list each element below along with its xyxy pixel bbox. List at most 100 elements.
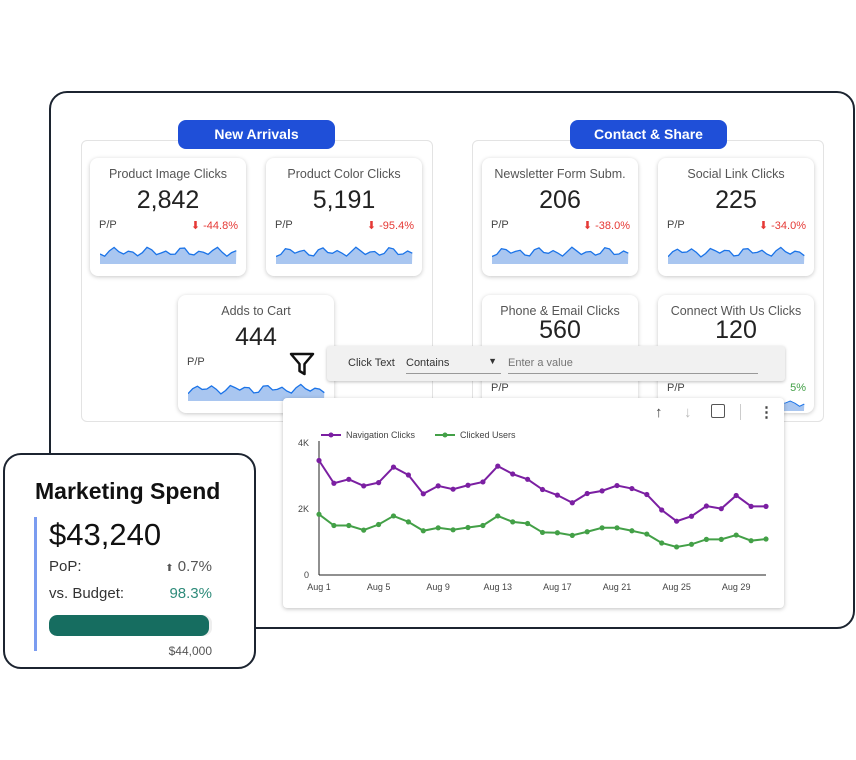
data-point (405, 519, 411, 525)
kpi-comparison-label: P/P (667, 219, 685, 231)
kpi-delta-value: -38.0% (595, 220, 630, 232)
y-tick-label: 4K (298, 438, 309, 448)
kpi-delta-value: -95.4% (379, 220, 414, 232)
data-point (480, 479, 486, 485)
budget-progress-fill (49, 615, 210, 636)
filter-field-label: Click Text (348, 357, 395, 369)
data-point (554, 492, 560, 498)
data-point (688, 513, 695, 519)
x-tick-label: Aug 29 (722, 582, 751, 592)
sort-descending-icon[interactable]: ↓ (684, 404, 692, 421)
kpi-value: 560 (539, 316, 581, 344)
sparkline (188, 383, 325, 401)
data-point (614, 482, 620, 489)
kpi-delta-value: -44.8% (203, 220, 238, 232)
data-point (450, 527, 456, 533)
data-point (495, 463, 501, 469)
line-chart-card: ↑ ↓ ⋮ 0 2K 4K Aug 1 Aug 5 Aug 9 Aug 13 Aug 17 Au… (283, 398, 784, 608)
legend-marker (442, 432, 448, 438)
data-point (674, 544, 680, 550)
legend-label: Clicked Users (460, 430, 516, 440)
data-point (584, 529, 590, 535)
data-point (525, 520, 531, 527)
kpi-comparison-label: P/P (491, 219, 509, 231)
y-tick-label: 0 (304, 570, 309, 580)
filter-icon[interactable] (289, 352, 315, 381)
kpi-title: Adds to Cart (221, 304, 291, 318)
data-point (599, 488, 605, 494)
kpi-title: Product Color Clicks (287, 167, 401, 181)
data-point (703, 503, 709, 509)
data-point (569, 500, 575, 506)
kpi-comparison-label: P/P (491, 382, 509, 394)
filter-value-input[interactable] (508, 352, 758, 374)
data-point (316, 457, 322, 464)
contact-share-header: Contact & Share (570, 120, 727, 149)
data-point (405, 472, 411, 478)
kpi-delta: ⬇ -95.4% (367, 219, 414, 232)
kpi-delta-value: -34.0% (771, 220, 806, 232)
data-point (688, 541, 695, 547)
data-point (420, 491, 426, 497)
data-point (763, 503, 769, 509)
spend-title: Marketing Spend (35, 478, 221, 504)
kpi-delta: ⬇ -44.8% (191, 219, 238, 232)
data-point (748, 503, 754, 509)
x-tick-label: Aug 9 (426, 582, 450, 592)
data-point (331, 522, 337, 529)
data-point (629, 485, 635, 492)
data-point (599, 525, 605, 531)
data-point (644, 531, 650, 537)
kpi-title: Newsletter Form Subm. (494, 167, 626, 181)
kpi-value: 120 (715, 316, 757, 344)
sparkline (492, 246, 629, 264)
data-point (390, 464, 397, 470)
legend-label: Navigation Clicks (346, 430, 416, 440)
data-point (659, 540, 665, 546)
new-arrivals-header: New Arrivals (178, 120, 335, 149)
data-point (748, 538, 754, 544)
kpi-title: Social Link Clicks (687, 167, 785, 181)
kpi-comparison-label: P/P (275, 219, 293, 231)
y-tick-label: 2K (298, 504, 309, 514)
data-point (614, 525, 620, 531)
filter-bar: Click Text Contains ▼ (327, 346, 785, 381)
more-options-icon[interactable]: ⋮ (759, 404, 774, 421)
kpi-delta: ⬇ -38.0% (583, 219, 630, 232)
data-point (376, 480, 382, 486)
kpi-value: 444 (235, 323, 277, 351)
arrow-down-icon: ⬇ (758, 220, 769, 232)
pop-delta: ⬆ 0.7% (165, 558, 212, 575)
kpi-value: 206 (539, 186, 581, 214)
kpi-card: Social Link Clicks 225 P/P ⬇ -34.0% (658, 158, 814, 276)
data-point (346, 476, 352, 482)
marketing-spend-card: Marketing Spend $43,240 PoP: ⬆ 0.7% vs. … (3, 453, 256, 669)
legend-marker (328, 432, 334, 438)
data-point (644, 491, 650, 498)
chart-settings-icon[interactable] (711, 404, 725, 418)
accent-bar (34, 517, 37, 651)
spend-value: $43,240 (49, 517, 162, 552)
data-point (465, 524, 471, 531)
divider (740, 404, 741, 420)
kpi-title: Connect With Us Clicks (670, 304, 802, 318)
data-point (495, 513, 501, 519)
data-point (376, 521, 382, 528)
data-point (554, 530, 560, 536)
operator-select[interactable]: Contains ▼ (406, 352, 501, 374)
data-point (361, 527, 367, 533)
kpi-title: Phone & Email Clicks (500, 304, 620, 318)
sparkline (276, 246, 413, 264)
data-point (435, 483, 441, 489)
line-chart: 0 2K 4K Aug 1 Aug 5 Aug 9 Aug 13 Aug 17 Aug 21 Au… (298, 430, 769, 592)
sort-ascending-icon[interactable]: ↑ (655, 404, 663, 421)
data-point (480, 522, 486, 529)
arrow-down-icon: ⬇ (582, 220, 593, 232)
kpi-card: Newsletter Form Subm. 206 P/P ⬇ -38.0% (482, 158, 638, 276)
budget-value: 98.3% (169, 585, 212, 602)
data-point (718, 536, 724, 542)
data-point (703, 536, 709, 542)
data-point (539, 486, 546, 493)
data-point (316, 511, 322, 517)
arrow-up-icon: ⬆ (165, 563, 174, 574)
